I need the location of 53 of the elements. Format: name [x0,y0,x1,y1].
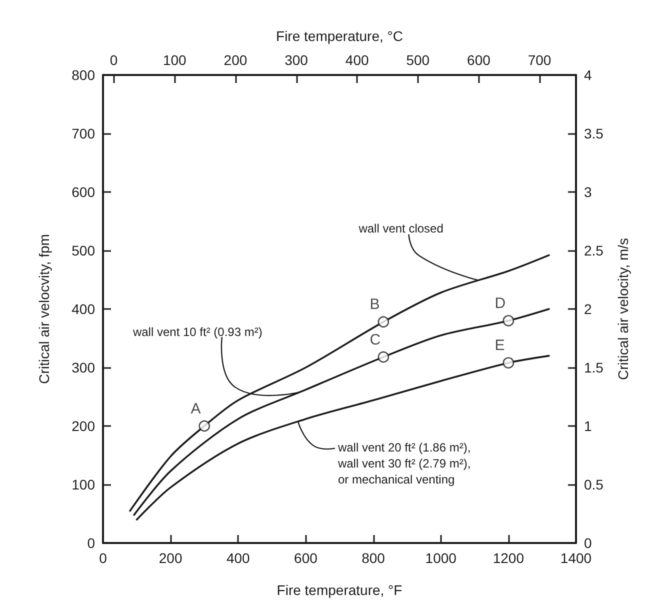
x2-tick-label: 200 [224,52,248,68]
point [198,420,210,432]
x-axis-title: Fire temperature, °F [276,582,402,598]
y-tick-label: 700 [72,126,96,142]
y-axis-title: Critical air velocvity, fpm [36,234,52,384]
y-tick-label: 800 [72,67,96,83]
y-tick-label: 300 [72,360,96,376]
y2-tick-label: 0.5 [584,476,604,492]
data-label: B [370,296,380,314]
x2-tick-label: 100 [162,52,187,68]
x2-tick-label: 300 [284,52,308,68]
data-label: C [370,331,381,348]
y2-tick-label: 3.5 [584,126,604,142]
line-series [133,308,550,516]
annotation: wall vent 20 ft² (1.86 m²), wall vent 30 ft² (2.79 m²), or mechanical venting [336,440,471,486]
data-label: D [494,295,506,312]
x2-tick-label: 600 [467,52,491,68]
y-tick-label: 500 [72,242,96,258]
y-tick-label: 200 [72,418,96,434]
x-tick-label: 200 [158,550,182,566]
y2-tick-label: 0 [584,535,592,551]
x2-tick-label: 500 [406,52,430,68]
x2-tick-label: 400 [345,52,369,68]
y2-tick-label: 3 [584,184,592,200]
y2-tick-label: 1.5 [584,360,604,376]
x-tick-label: 600 [294,550,318,566]
x2-tick-label: 700 [528,52,552,68]
point [502,315,514,326]
x2-tick-label: 0 [110,52,118,68]
annotation: wall vent closed [358,221,444,236]
y2-axis-title: Critical air velocity, m/s [615,238,631,380]
y2-tick-label: 2 [584,301,592,317]
line-series [136,354,550,520]
annotation: wall vent 10 ft² (0.93 m²) [132,325,262,340]
x-tick-label: 1400 [560,550,592,566]
y-tick-label: 100 [72,476,96,492]
y2-tick-label: 4 [584,67,592,83]
point [502,357,514,368]
x-tick-label: 1000 [425,550,457,566]
y-tick-label: 400 [72,301,96,317]
data-label: E [494,337,505,354]
x-tick-label: 400 [226,550,250,566]
data-label: A [190,400,201,418]
point [378,351,390,363]
y-tick-label: 600 [72,184,96,200]
x2-axis-title: Fire temperature, °C [276,28,403,44]
x-tick-label: 1200 [492,550,524,566]
y2-tick-label: 2.5 [584,242,604,258]
x-tick-label: 0 [99,550,108,566]
x-tick-label: 800 [362,550,386,566]
point [378,316,390,328]
y2-tick-label: 1 [584,418,592,434]
y-tick-label: 0 [87,535,96,551]
